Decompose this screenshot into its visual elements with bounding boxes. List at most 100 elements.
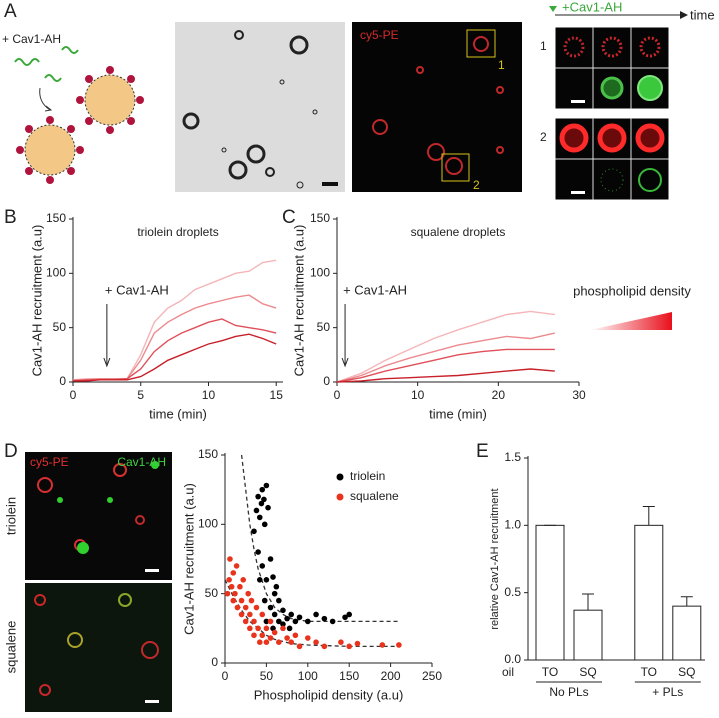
point <box>230 570 237 576</box>
point <box>267 604 274 611</box>
row-label: 1 <box>540 39 547 53</box>
y-tick-label: 150 <box>310 211 330 225</box>
x-tick-label: 150 <box>339 669 359 683</box>
annotation: + Cav1-AH <box>343 282 407 297</box>
point <box>261 521 268 528</box>
x-tick-label: 0 <box>334 388 341 402</box>
image-label: cy5-PE <box>360 28 399 42</box>
y-tick-label: 0.5 <box>504 585 521 599</box>
arrow-head <box>103 357 111 368</box>
point <box>259 486 266 493</box>
annotation: + Cav1-AH <box>105 282 169 297</box>
y-tick-label: 150 <box>198 447 218 461</box>
point <box>256 514 263 521</box>
row-label: 2 <box>540 130 547 144</box>
x-tick-label: 50 <box>260 669 274 683</box>
point <box>329 618 336 625</box>
point <box>296 643 303 650</box>
y-tick-label: 100 <box>46 266 66 280</box>
point <box>224 590 231 597</box>
point <box>284 635 290 641</box>
point <box>276 618 282 625</box>
y-tick-label: 100 <box>198 517 218 531</box>
x-tick-label: TO <box>542 665 558 679</box>
y-tick-label: 150 <box>46 211 66 225</box>
x-tick-label: TO <box>641 665 657 679</box>
point <box>238 597 245 604</box>
y-tick-label: 50 <box>205 586 219 600</box>
point <box>288 611 295 618</box>
point <box>286 625 293 632</box>
line <box>336 310 555 383</box>
x-tick-label: 0 <box>70 388 77 402</box>
point <box>267 618 274 625</box>
point <box>255 625 261 632</box>
legend-marker <box>336 473 344 481</box>
x-tick-label: 15 <box>270 388 284 402</box>
point <box>271 611 278 618</box>
point <box>273 583 280 590</box>
point <box>321 615 328 622</box>
point <box>296 614 303 621</box>
group-label: + PLs <box>652 685 683 699</box>
roi-label: 2 <box>473 178 480 192</box>
chart-title: triolein droplets <box>137 225 218 239</box>
point <box>271 590 278 597</box>
line <box>72 318 277 382</box>
point <box>245 590 251 597</box>
x-tick-label: 5 <box>137 388 144 402</box>
point <box>346 611 353 618</box>
panel-letter: B <box>4 207 17 228</box>
point <box>292 632 299 639</box>
panel-letter: C <box>282 207 296 228</box>
point <box>267 635 274 641</box>
point <box>251 618 257 625</box>
point <box>263 577 270 583</box>
time-series: +Cav1-AH time 1 2 <box>540 0 715 201</box>
line <box>336 368 555 383</box>
y-tick-label: 50 <box>53 320 67 334</box>
y-axis-label: relative Cav1-AH recruitment <box>489 488 501 629</box>
point <box>253 604 260 611</box>
y-tick-label: 0 <box>59 374 66 388</box>
panel-letter: D <box>4 441 18 462</box>
point <box>253 507 260 514</box>
x-tick-label: 20 <box>492 388 506 402</box>
x-tick-label: 0 <box>222 669 229 683</box>
y-axis-label: Cav1-AH recruitment (a.u) <box>29 225 44 377</box>
point <box>234 604 241 611</box>
point <box>256 577 263 583</box>
gradient <box>590 312 672 330</box>
point <box>313 611 319 618</box>
point <box>251 632 257 639</box>
y-tick-label: 50 <box>317 320 331 334</box>
legend-label: triolein <box>350 469 385 483</box>
point <box>338 639 344 645</box>
legend-label: squalene <box>350 489 399 503</box>
arrow-head <box>341 357 349 368</box>
chart-title: squalene droplets <box>411 225 506 239</box>
x-tick-label: 250 <box>422 669 442 683</box>
cartoon: + Cav1-AH <box>2 32 144 184</box>
y-tick-label: 0 <box>323 374 330 388</box>
brightfield-image <box>175 22 345 192</box>
roi-label: 1 <box>498 58 505 72</box>
point <box>276 639 282 645</box>
line <box>73 333 277 382</box>
point <box>265 504 271 511</box>
y-tick-label: 0 <box>211 655 218 669</box>
point <box>230 597 237 604</box>
point <box>261 496 267 503</box>
point <box>354 640 361 647</box>
point <box>228 583 235 590</box>
x-tick-label: 100 <box>298 669 318 683</box>
row-label: squalene <box>3 621 18 674</box>
point <box>259 611 266 618</box>
line <box>336 332 555 383</box>
bar <box>573 609 603 661</box>
x-tick-label: SQ <box>678 665 695 679</box>
point <box>288 639 295 645</box>
label: + Cav1-AH <box>2 32 61 46</box>
point <box>305 618 311 625</box>
bar <box>672 605 702 661</box>
